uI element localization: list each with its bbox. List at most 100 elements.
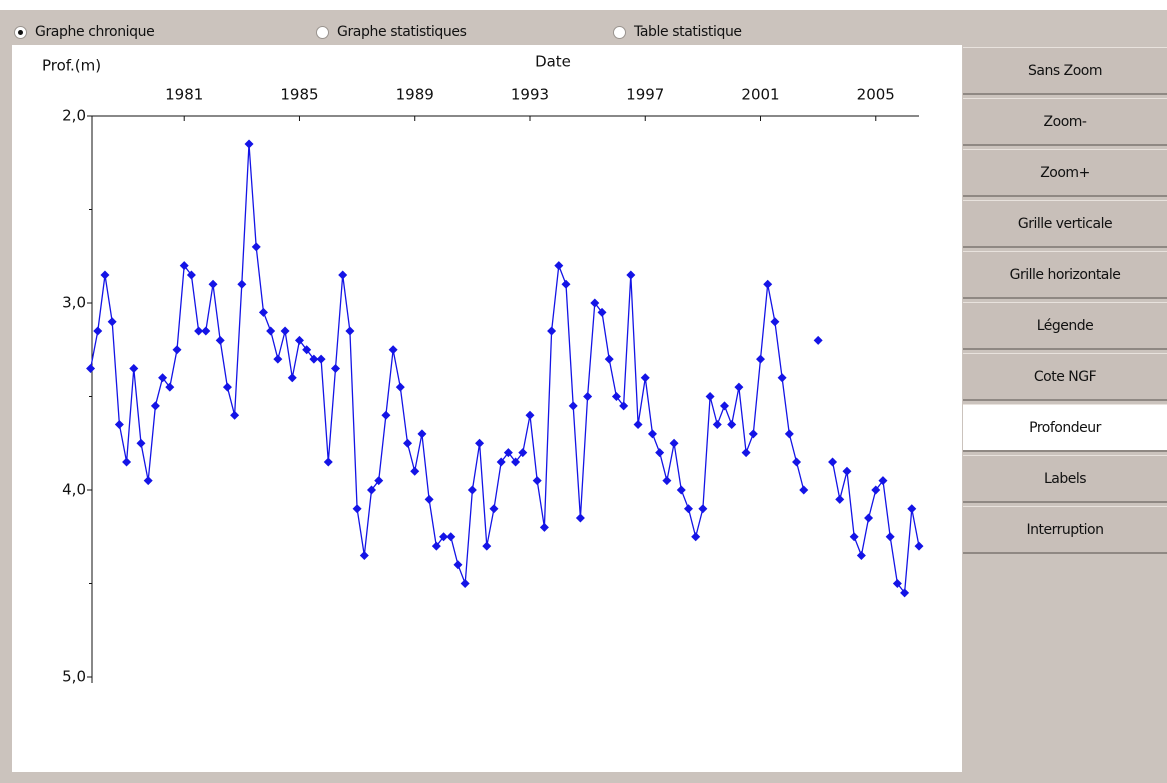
data-point	[475, 438, 485, 448]
data-point	[734, 382, 744, 392]
data-point	[467, 485, 477, 495]
data-point	[813, 335, 823, 345]
radio-button[interactable]	[14, 25, 27, 39]
data-point	[575, 513, 585, 523]
data-point	[712, 420, 722, 430]
y-tick-label: 5,0	[62, 668, 86, 686]
data-point	[266, 326, 276, 336]
data-point	[907, 504, 917, 514]
data-point	[784, 429, 794, 439]
data-point	[395, 382, 405, 392]
data-point	[215, 335, 225, 345]
series-line	[89, 143, 805, 584]
toolbar-button[interactable]: Labels	[963, 455, 1167, 503]
y-tick-label: 3,0	[62, 294, 86, 312]
data-point	[280, 326, 290, 336]
data-point	[683, 504, 693, 514]
data-point	[496, 457, 506, 467]
y-tick-label: 4,0	[62, 481, 86, 499]
radio-label[interactable]: Graphe statistiques	[337, 24, 467, 40]
y-tick-label: 2,0	[62, 107, 86, 125]
data-point	[900, 588, 910, 598]
data-point	[100, 270, 110, 280]
toolbar-button[interactable]: Légende	[963, 302, 1167, 350]
data-point	[86, 363, 96, 373]
data-point	[381, 410, 391, 420]
data-point	[539, 522, 549, 532]
data-point	[237, 279, 247, 289]
toolbar-button[interactable]: Zoom+	[963, 149, 1167, 197]
data-point	[194, 326, 204, 336]
data-point	[561, 279, 571, 289]
radio-option[interactable]: Graphe chronique	[14, 22, 155, 42]
data-point	[367, 485, 377, 495]
x-axis-label: Date	[535, 53, 571, 71]
data-point	[114, 420, 124, 430]
data-point	[258, 307, 268, 317]
y-axis-label: Prof.(m)	[42, 57, 101, 75]
data-point	[568, 401, 578, 411]
data-point	[244, 139, 254, 149]
data-point	[856, 550, 866, 560]
toolbar-button[interactable]: Grille verticale	[963, 200, 1167, 248]
data-point	[388, 345, 398, 355]
button-panel: Sans Zoom Zoom- Zoom+ Grille verticale Grill…	[963, 45, 1167, 783]
data-point	[345, 326, 355, 336]
data-point	[316, 354, 326, 364]
toolbar-button[interactable]: Cote NGF	[963, 353, 1167, 401]
radio-label[interactable]: Graphe chronique	[35, 24, 155, 40]
data-point	[871, 485, 881, 495]
data-point	[741, 448, 751, 458]
series-line	[831, 461, 920, 595]
data-point	[849, 532, 859, 542]
toolbar-button[interactable]: Sans Zoom	[963, 47, 1167, 95]
data-point	[273, 354, 283, 364]
toolbar-button[interactable]: Grille horizontale	[963, 251, 1167, 299]
data-point	[417, 429, 427, 439]
data-point	[186, 270, 196, 280]
data-point	[179, 261, 189, 271]
radio-button[interactable]	[613, 25, 626, 39]
data-point	[583, 392, 593, 401]
data-point	[129, 363, 139, 373]
data-point	[165, 382, 175, 392]
data-point	[158, 373, 168, 383]
radio-option[interactable]: Graphe statistiques	[316, 22, 467, 42]
data-point	[647, 429, 657, 439]
data-point	[885, 532, 895, 542]
radio-button[interactable]	[316, 25, 329, 39]
data-point	[230, 410, 240, 420]
data-point	[482, 541, 492, 551]
data-point	[611, 392, 621, 401]
data-point	[403, 438, 413, 448]
data-point	[676, 485, 686, 495]
data-point	[136, 438, 146, 448]
data-point	[172, 345, 182, 355]
radio-option[interactable]: Table statistique	[613, 22, 742, 42]
data-point	[626, 270, 636, 280]
data-point	[698, 504, 708, 514]
data-point	[122, 457, 132, 467]
toolbar-button[interactable]: Zoom-	[963, 98, 1167, 146]
data-point	[93, 326, 103, 336]
x-tick-label: 2001	[741, 86, 779, 104]
data-point	[323, 457, 333, 467]
data-point	[489, 504, 499, 514]
data-point	[222, 382, 232, 392]
data-point	[532, 476, 542, 486]
data-point	[842, 466, 852, 476]
data-point	[547, 326, 557, 336]
toolbar-button[interactable]: Interruption	[963, 506, 1167, 554]
data-point	[864, 513, 874, 523]
data-point	[431, 541, 441, 551]
data-point	[770, 317, 780, 327]
data-point	[460, 579, 470, 588]
toolbar-button[interactable]: Profondeur	[963, 404, 1167, 452]
data-point	[294, 335, 304, 345]
data-point	[590, 298, 600, 308]
radio-label[interactable]: Table statistique	[634, 24, 742, 40]
data-point	[107, 317, 117, 327]
data-point	[828, 457, 838, 467]
x-tick-label: 1985	[280, 86, 318, 104]
